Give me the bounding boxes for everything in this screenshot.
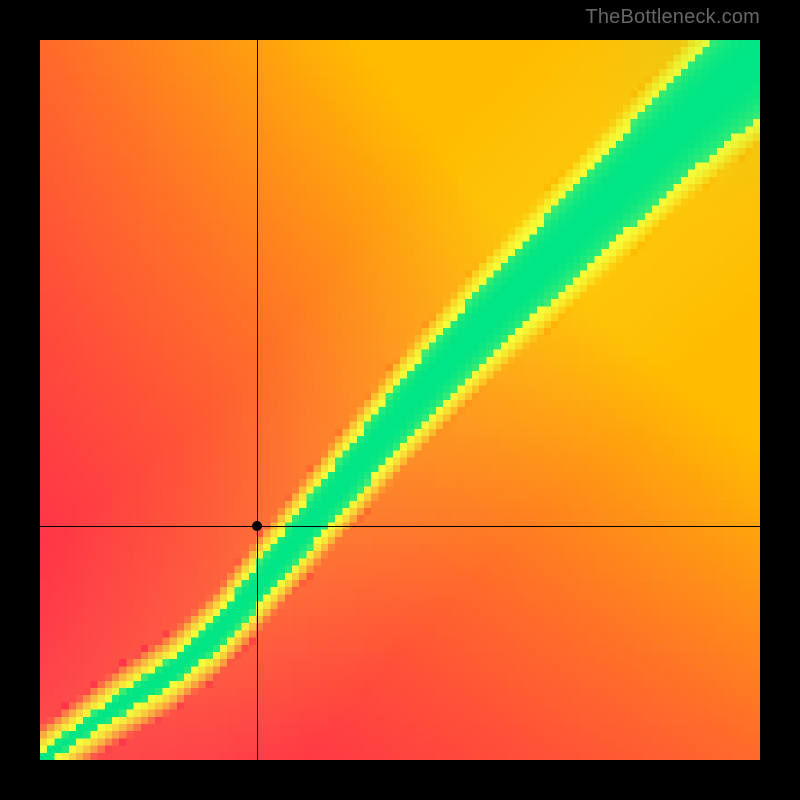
chart-frame: TheBottleneck.com (0, 0, 800, 800)
plot-area (40, 40, 760, 760)
watermark-text: TheBottleneck.com (585, 6, 760, 29)
bottleneck-heatmap (40, 40, 760, 760)
